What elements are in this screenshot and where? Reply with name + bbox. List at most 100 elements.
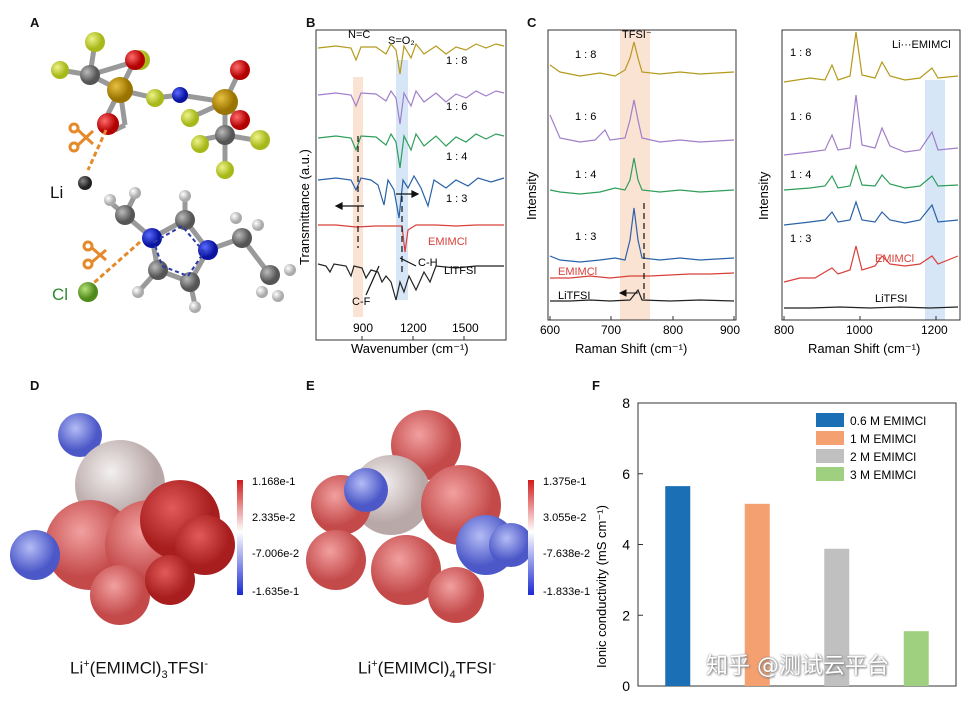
f-legend-label: 0.6 M EMIMCl bbox=[850, 414, 926, 428]
raman-r-litfsi bbox=[784, 306, 959, 309]
d-scale-mid1: 2.335e-2 bbox=[252, 512, 295, 524]
panel-a-molecules: Li Cl bbox=[50, 32, 296, 313]
f-ytick-label: 8 bbox=[622, 395, 630, 411]
e-colorbar bbox=[528, 480, 534, 595]
f-legend-swatch bbox=[816, 467, 844, 481]
li-label: Li bbox=[50, 183, 63, 202]
panel-c-raman: TFSI⁻ 1 : 8 1 : 6 1 : 4 1 : 3 EMIMCl LiT… bbox=[524, 29, 961, 356]
raman-r-1-8 bbox=[783, 31, 959, 83]
f-bar bbox=[824, 548, 850, 686]
c-left-band-label: TFSI⁻ bbox=[622, 29, 652, 41]
band-nc-label: N=C bbox=[348, 29, 370, 41]
trace-label-emimcl: EMIMCl bbox=[428, 236, 467, 248]
c-l-xtick-800: 800 bbox=[663, 323, 683, 337]
raman-l-1-6 bbox=[549, 99, 735, 143]
panel-c-letter: C bbox=[527, 15, 537, 30]
c-r-xtick-800: 800 bbox=[774, 323, 794, 337]
trace-label-litfsi: LiTFSI bbox=[444, 265, 476, 277]
c-right-band-label: Li···EMIMCl bbox=[892, 39, 951, 51]
panel-d-surface: 1.168e-1 2.335e-2 -7.006e-2 -1.635e-1 bbox=[10, 413, 299, 625]
raman-r-emimcl bbox=[783, 245, 959, 283]
d-colorbar bbox=[237, 480, 243, 595]
raman-r-1-4 bbox=[783, 163, 959, 191]
b-xtick-1200: 1200 bbox=[400, 321, 427, 335]
c-r-label-1-6: 1 : 6 bbox=[790, 111, 811, 123]
ftir-trace-1-6 bbox=[317, 89, 505, 125]
c-r-ylabel: Intensity bbox=[756, 171, 771, 220]
raman-r-1-3 bbox=[783, 200, 959, 226]
d-scale-max: 1.168e-1 bbox=[252, 476, 295, 488]
annotation-ch: C-H bbox=[418, 257, 438, 269]
f-bar bbox=[903, 631, 929, 686]
c-r-label-1-8: 1 : 8 bbox=[790, 47, 811, 59]
c-r-label-1-4: 1 : 4 bbox=[790, 169, 811, 181]
panel-f-letter: F bbox=[592, 378, 600, 393]
f-bar bbox=[665, 486, 691, 686]
c-l-ylabel: Intensity bbox=[524, 171, 539, 220]
c-r-xtick-1000: 1000 bbox=[846, 323, 873, 337]
c-l-xtick-900: 900 bbox=[720, 323, 740, 337]
panel-e-letter: E bbox=[306, 378, 315, 393]
annotation-cf: C-F bbox=[352, 296, 371, 308]
c-r-xlabel: Raman Shift (cm⁻¹) bbox=[808, 341, 920, 356]
trace-label-1-6: 1 : 6 bbox=[446, 101, 467, 113]
c-l-label-litfsi: LiTFSI bbox=[558, 290, 590, 302]
e-scale-mid2: -7.638e-2 bbox=[543, 548, 590, 560]
c-r-xtick-1200: 1200 bbox=[921, 323, 948, 337]
c-l-xtick-600: 600 bbox=[540, 323, 560, 337]
d-scale-min: -1.635e-1 bbox=[252, 586, 299, 598]
panel-d-letter: D bbox=[30, 378, 40, 393]
trace-label-1-4: 1 : 4 bbox=[446, 151, 467, 163]
c-l-label-1-3: 1 : 3 bbox=[575, 231, 596, 243]
raman-l-1-8 bbox=[549, 41, 735, 77]
trace-label-1-8: 1 : 8 bbox=[446, 55, 467, 67]
e-scale-mid1: 3.055e-2 bbox=[543, 512, 586, 524]
raman-l-litfsi bbox=[550, 288, 735, 302]
b-ylabel: Transmittance (a.u.) bbox=[297, 149, 312, 265]
f-legend-label: 3 M EMIMCl bbox=[850, 468, 916, 482]
raman-l-emimcl bbox=[550, 272, 735, 279]
c-r-label-litfsi: LiTFSI bbox=[875, 293, 907, 305]
panel-f-bar-chart: 0 2 4 6 8 0.6 M EMIMCl 1 M EMIMCl 2 M EMIMCl 3 M… bbox=[594, 395, 957, 694]
c-l-label-1-8: 1 : 8 bbox=[575, 49, 596, 61]
f-ytick-label: 0 bbox=[622, 678, 630, 694]
raman-l-1-4 bbox=[549, 157, 735, 195]
b-xlabel: Wavenumber (cm⁻¹) bbox=[351, 341, 469, 356]
band-so2-label: S=O₂ bbox=[388, 35, 415, 47]
f-ylabel: Ionic conductivity (mS cm⁻¹) bbox=[594, 505, 609, 668]
c-l-label-1-6: 1 : 6 bbox=[575, 111, 596, 123]
cl-label: Cl bbox=[52, 285, 68, 304]
f-legend-label: 2 M EMIMCl bbox=[850, 450, 916, 464]
panel-a-letter: A bbox=[30, 15, 40, 30]
scissors-icon bbox=[68, 122, 108, 171]
b-xtick-1500: 1500 bbox=[452, 321, 479, 335]
raman-l-1-3 bbox=[549, 207, 735, 263]
ftir-trace-1-3 bbox=[317, 174, 505, 219]
panel-e-surface: 1.375e-1 3.055e-2 -7.638e-2 -1.833e-1 bbox=[306, 410, 590, 623]
c-l-label-1-4: 1 : 4 bbox=[575, 169, 596, 181]
ftir-trace-emimcl bbox=[318, 224, 504, 253]
d-scale-mid2: -7.006e-2 bbox=[252, 548, 299, 560]
watermark: 知乎 @测试云平台 bbox=[706, 654, 889, 679]
c-r-label-1-3: 1 : 3 bbox=[790, 233, 811, 245]
c-r-label-emimcl: EMIMCl bbox=[875, 253, 914, 265]
c-l-label-emimcl: EMIMCl bbox=[558, 266, 597, 278]
raman-r-1-6 bbox=[783, 94, 959, 156]
ftir-trace-1-4 bbox=[317, 132, 505, 169]
e-scale-max: 1.375e-1 bbox=[543, 476, 586, 488]
f-legend-swatch bbox=[816, 449, 844, 463]
f-ytick-label: 6 bbox=[622, 466, 630, 482]
ftir-trace-1-8 bbox=[317, 42, 505, 75]
scissors-icon bbox=[82, 240, 141, 290]
panel-b-letter: B bbox=[306, 15, 316, 30]
f-ytick-label: 4 bbox=[622, 537, 630, 553]
ftir-trace-litfsi bbox=[317, 263, 504, 301]
b-xtick-900: 900 bbox=[353, 321, 373, 335]
f-bar bbox=[744, 503, 770, 686]
f-legend-swatch bbox=[816, 431, 844, 445]
f-ytick-label: 2 bbox=[622, 607, 630, 623]
trace-label-1-3: 1 : 3 bbox=[446, 193, 467, 205]
caption-e: Li+(EMIMCl)4TFSI- bbox=[358, 658, 497, 682]
e-scale-min: -1.833e-1 bbox=[543, 586, 590, 598]
f-legend-label: 1 M EMIMCl bbox=[850, 432, 916, 446]
